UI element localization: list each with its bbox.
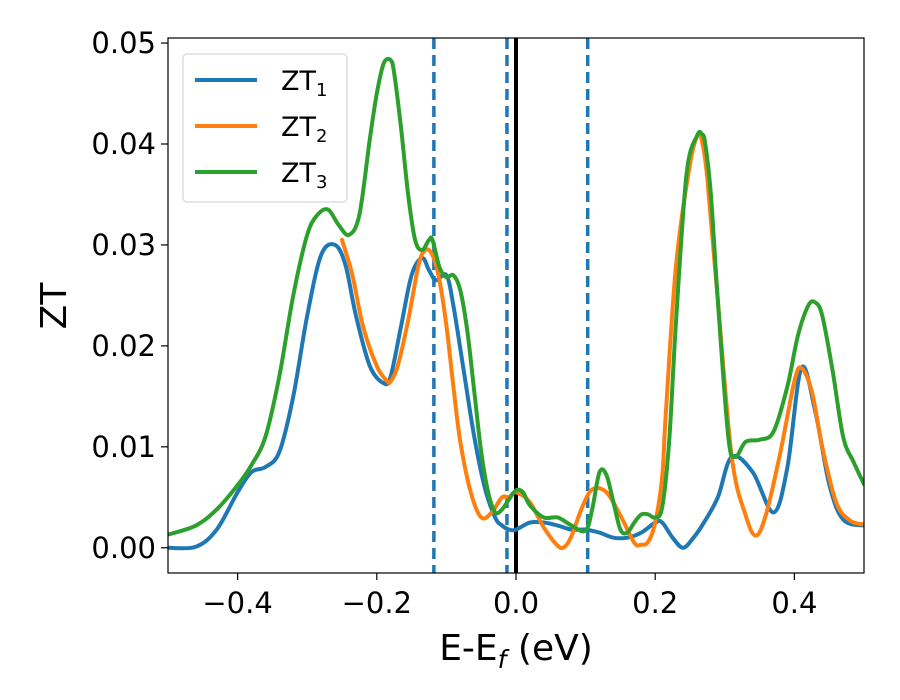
y-axis-label: ZT xyxy=(34,282,75,330)
x-tick-label: 0.0 xyxy=(493,586,539,620)
y-axis: 0.00 0.01 0.02 0.03 0.04 0.05 xyxy=(91,26,168,565)
legend-label-zt2: ZT2 xyxy=(281,112,327,147)
x-tick-label: 0.4 xyxy=(771,586,817,620)
legend-label-zt3: ZT3 xyxy=(281,158,327,193)
x-tick-label: −0.4 xyxy=(202,586,272,620)
y-tick-label: 0.01 xyxy=(91,430,156,464)
series-lines xyxy=(168,56,864,551)
x-axis-label: E-Ef (eV) xyxy=(439,628,593,674)
series-line-zt3 xyxy=(168,56,864,537)
legend-box xyxy=(182,53,348,203)
series-line-zt1 xyxy=(168,242,864,551)
reference-lines xyxy=(432,38,590,573)
y-tick-label: 0.02 xyxy=(91,329,156,363)
x-tick-label: −0.2 xyxy=(342,586,412,620)
y-tick-label: 0.03 xyxy=(91,228,156,262)
y-tick-label: 0.00 xyxy=(91,531,156,565)
y-tick-label: 0.05 xyxy=(91,26,156,60)
x-axis: −0.4 −0.2 0.0 0.2 0.4 xyxy=(202,573,817,620)
legend-label-zt1: ZT1 xyxy=(281,66,327,101)
y-tick-label: 0.04 xyxy=(91,127,156,161)
legend: ZT1 ZT2 ZT3 xyxy=(182,53,348,203)
x-tick-label: 0.2 xyxy=(632,586,678,620)
